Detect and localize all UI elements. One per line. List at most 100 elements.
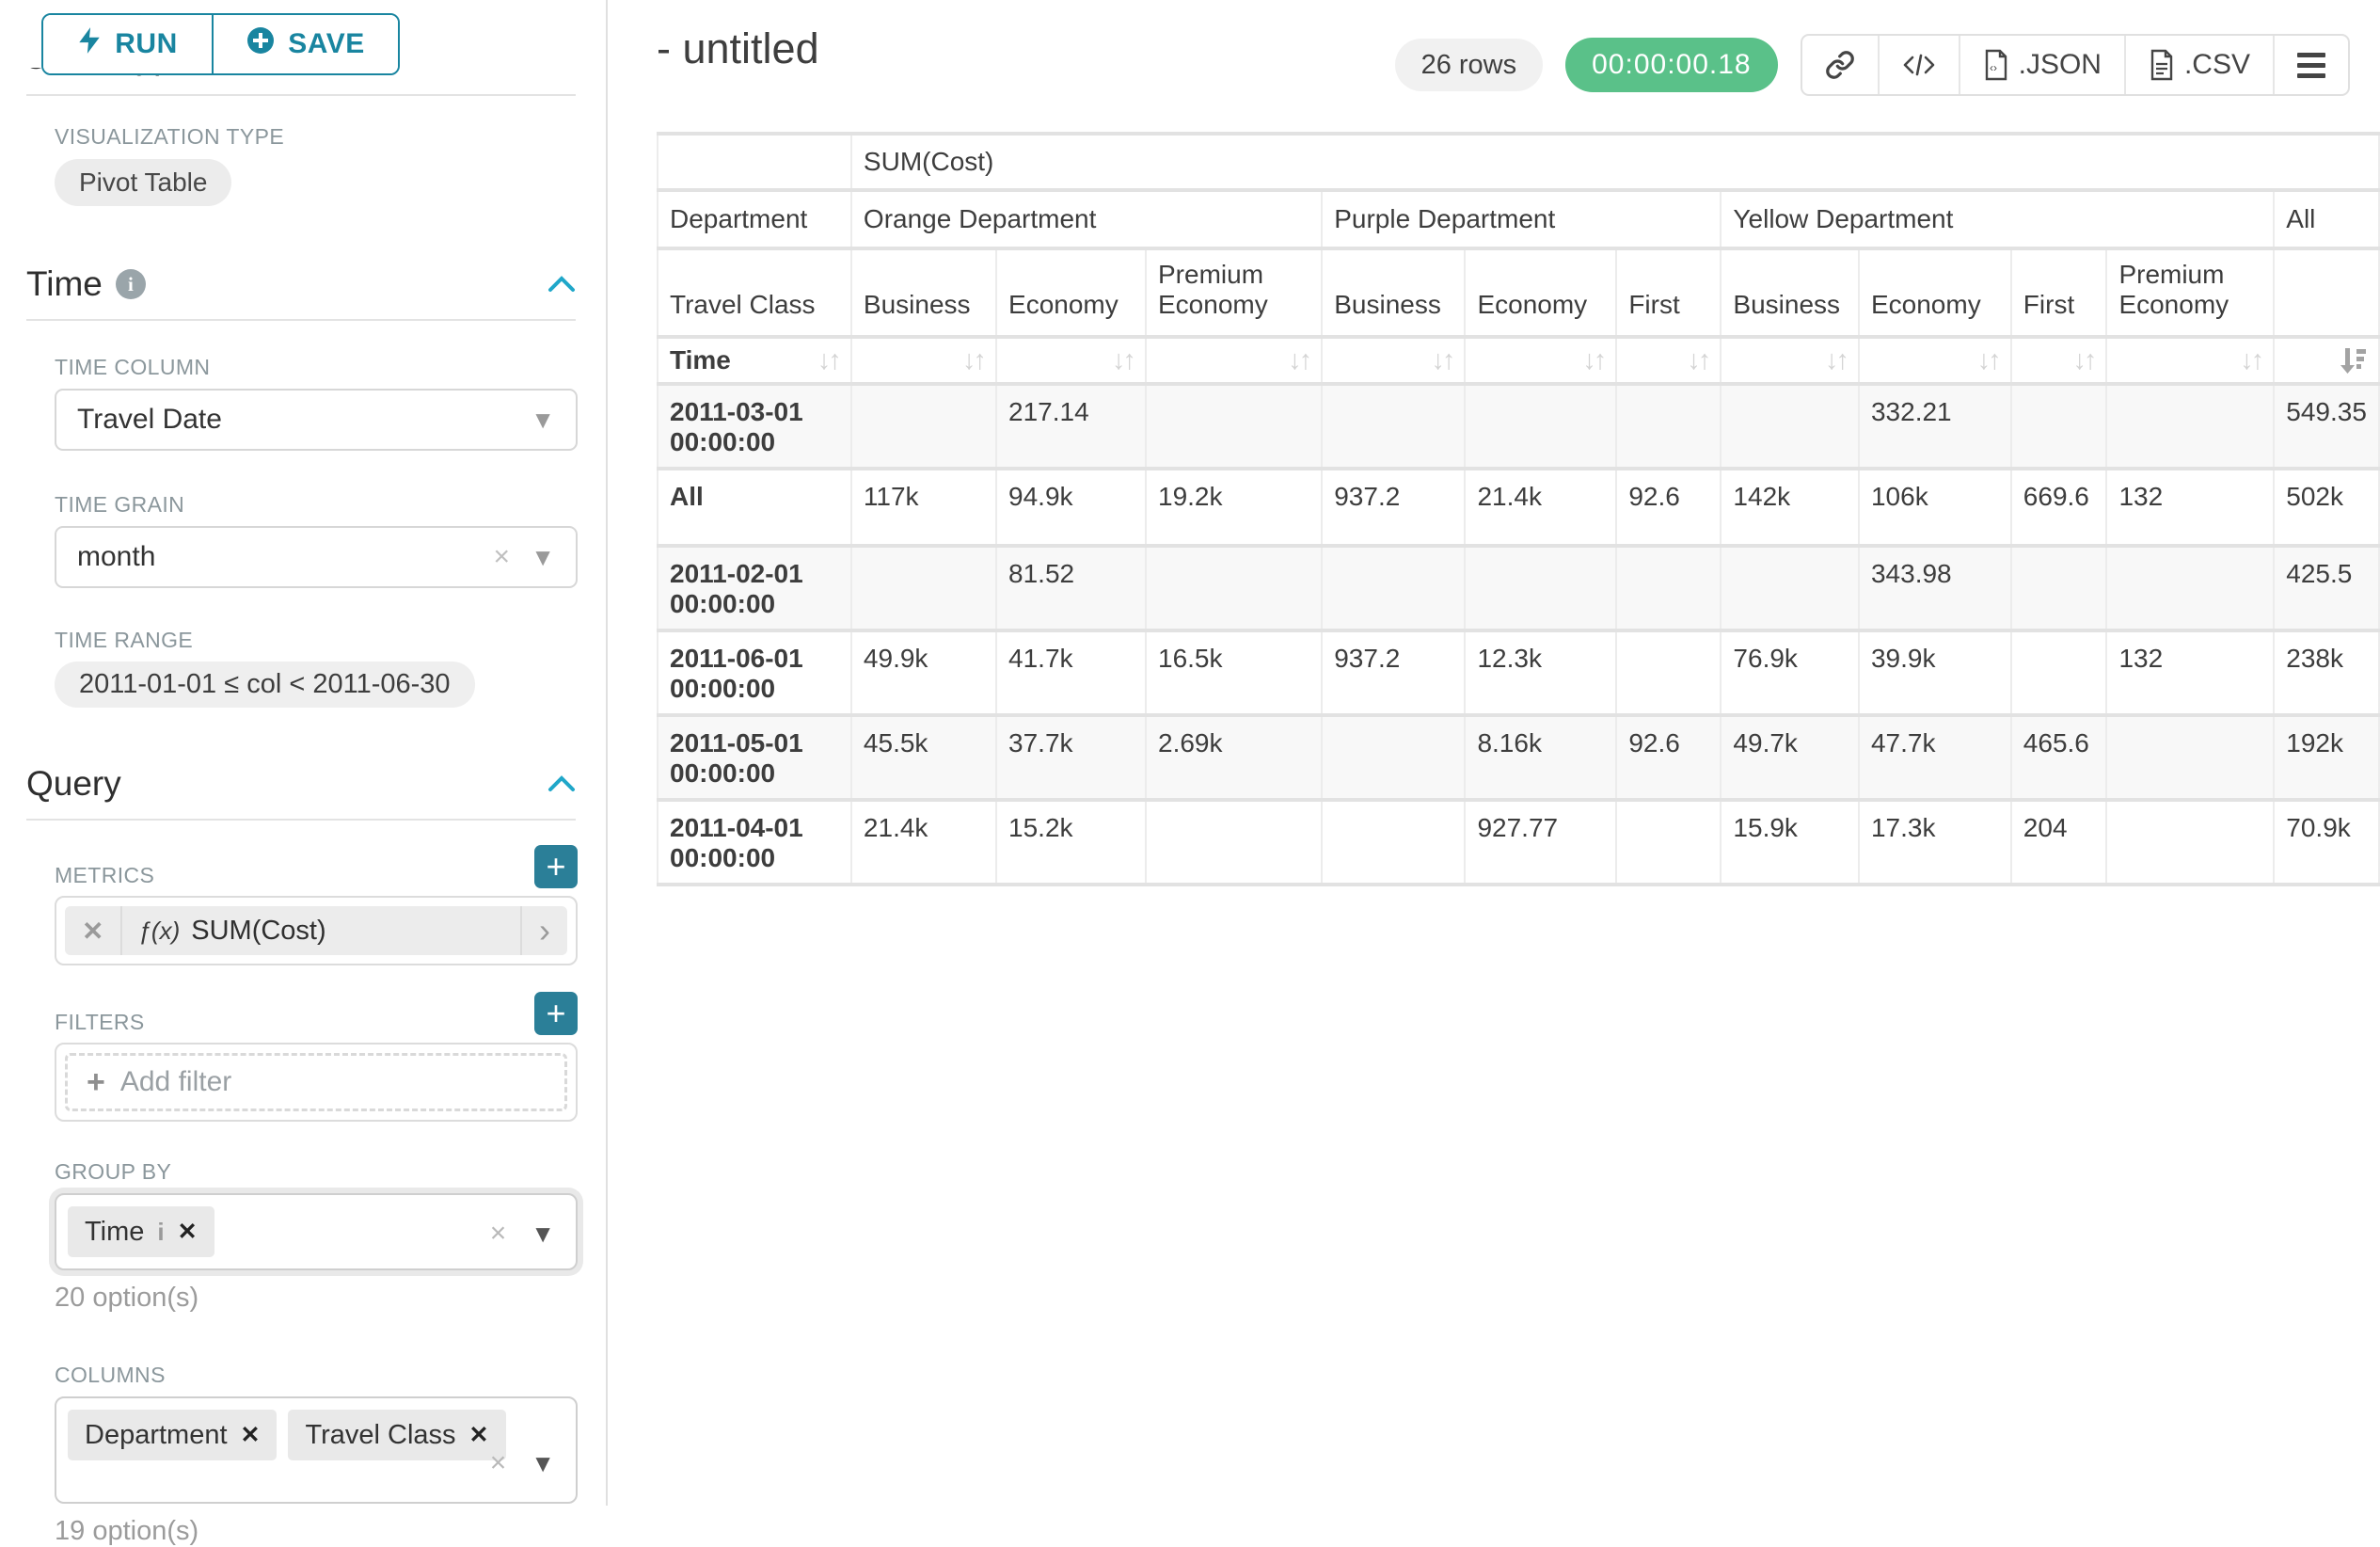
columns-tag-department[interactable]: Department ✕ bbox=[68, 1410, 278, 1460]
pivot-corner-cell bbox=[657, 132, 852, 192]
export-json-button[interactable]: ‹› .JSON bbox=[1960, 36, 2126, 94]
sort-icon[interactable]: ↓↑ bbox=[1431, 344, 1455, 375]
plus-icon: + bbox=[87, 1063, 105, 1100]
column-group-header: Orange Department bbox=[849, 188, 1324, 250]
value-cell bbox=[1720, 382, 1860, 470]
query-section-title: Query bbox=[26, 764, 121, 803]
value-cell: 217.14 bbox=[995, 382, 1147, 470]
value-cell: 117k bbox=[849, 467, 998, 548]
value-cell bbox=[2009, 629, 2108, 717]
share-link-button[interactable] bbox=[1802, 36, 1880, 94]
time-row-label: Time bbox=[670, 345, 731, 375]
col-dimension-header: Travel Class bbox=[657, 247, 852, 339]
add-filter-plus-button[interactable]: + bbox=[534, 992, 578, 1035]
sort-cell[interactable]: ↓↑ bbox=[1464, 335, 1618, 386]
value-cell: 15.9k bbox=[1720, 798, 1860, 886]
sort-cell[interactable] bbox=[2273, 335, 2380, 386]
run-button[interactable]: RUN bbox=[43, 15, 214, 73]
menu-button[interactable] bbox=[2275, 36, 2348, 94]
value-cell: 669.6 bbox=[2009, 467, 2108, 548]
chart-title[interactable]: - untitled bbox=[657, 24, 819, 72]
time-range-value[interactable]: 2011-01-01 ≤ col < 2011-06-30 bbox=[55, 662, 475, 708]
row-dimension-header: Department bbox=[657, 188, 852, 250]
time-section-header[interactable]: Time i bbox=[26, 264, 576, 304]
main-area: - untitled 26 rows 00:00:00.18 ‹› .JSON … bbox=[610, 0, 2380, 1506]
sort-icon[interactable]: ↓↑ bbox=[1687, 344, 1711, 375]
sort-icon[interactable]: ↓↑ bbox=[1582, 344, 1607, 375]
sort-cell[interactable]: ↓↑ bbox=[2105, 335, 2276, 386]
clear-icon[interactable]: × bbox=[489, 1218, 507, 1249]
sort-icon[interactable]: ↓↑ bbox=[1976, 344, 2002, 375]
clear-icon[interactable]: × bbox=[489, 1447, 507, 1478]
group-by-tag-time[interactable]: Time i ✕ bbox=[68, 1206, 214, 1257]
query-section-header[interactable]: Query bbox=[26, 764, 576, 804]
value-cell bbox=[1615, 382, 1722, 470]
sort-icon[interactable]: ↓↑ bbox=[817, 344, 842, 375]
save-button[interactable]: SAVE bbox=[214, 15, 398, 73]
time-column-select[interactable]: Travel Date ▼ bbox=[55, 389, 578, 451]
value-cell: 92.6 bbox=[1615, 713, 1722, 802]
add-filter-label: Add filter bbox=[119, 1066, 232, 1097]
value-cell: 192k bbox=[2273, 713, 2380, 802]
add-metric-button[interactable]: + bbox=[534, 845, 578, 888]
column-header: Premium Economy bbox=[2105, 247, 2276, 339]
value-cell bbox=[2105, 713, 2276, 802]
sort-icon[interactable]: ↓↑ bbox=[1824, 344, 1849, 375]
sort-cell[interactable]: ↓↑ bbox=[1144, 335, 1324, 386]
value-cell: 47.7k bbox=[1857, 713, 2012, 802]
visualization-type-value[interactable]: Pivot Table bbox=[55, 159, 232, 206]
file-text-icon bbox=[2150, 49, 2173, 81]
column-header: Business bbox=[1720, 247, 1860, 339]
sort-icon[interactable]: ↓↑ bbox=[1288, 344, 1312, 375]
export-csv-button[interactable]: .CSV bbox=[2126, 36, 2275, 94]
columns-tag-travel-class[interactable]: Travel Class ✕ bbox=[288, 1410, 506, 1460]
sort-cell[interactable]: ↓↑ bbox=[1321, 335, 1467, 386]
add-filter-button[interactable]: + Add filter bbox=[65, 1053, 567, 1111]
remove-metric-icon[interactable]: ✕ bbox=[65, 906, 123, 955]
remove-tag-icon[interactable]: ✕ bbox=[468, 1422, 489, 1448]
chevron-up-icon[interactable] bbox=[547, 774, 576, 793]
value-cell: 76.9k bbox=[1720, 629, 1860, 717]
time-grain-select[interactable]: month × ▼ bbox=[55, 526, 578, 588]
row-label-cell: 2011-06-01 00:00:00 bbox=[657, 629, 852, 717]
value-cell bbox=[1321, 798, 1467, 886]
chevron-down-icon[interactable]: ▼ bbox=[531, 1219, 555, 1248]
value-cell: 927.77 bbox=[1464, 798, 1618, 886]
metric-item[interactable]: ✕ ƒ(x) SUM(Cost) › bbox=[65, 906, 567, 955]
row-count-badge: 26 rows bbox=[1394, 39, 1544, 91]
chevron-right-icon[interactable]: › bbox=[520, 906, 567, 955]
time-sort-cell[interactable]: Time ↓↑ bbox=[657, 335, 852, 386]
sort-desc-icon[interactable] bbox=[2339, 345, 2367, 375]
metrics-container: ✕ ƒ(x) SUM(Cost) › bbox=[55, 896, 578, 965]
sort-cell[interactable]: ↓↑ bbox=[1720, 335, 1860, 386]
value-cell: 39.9k bbox=[1857, 629, 2012, 717]
sort-icon[interactable]: ↓↑ bbox=[1112, 344, 1136, 375]
column-header: Premium Economy bbox=[1144, 247, 1324, 339]
value-cell bbox=[2105, 382, 2276, 470]
sort-cell[interactable]: ↓↑ bbox=[2009, 335, 2108, 386]
remove-tag-icon[interactable]: ✕ bbox=[177, 1219, 198, 1245]
column-header: Economy bbox=[1464, 247, 1618, 339]
sort-icon[interactable]: ↓↑ bbox=[2240, 344, 2264, 375]
group-by-select[interactable]: Time i ✕ × ▼ bbox=[55, 1193, 578, 1270]
clear-icon[interactable]: × bbox=[493, 541, 510, 572]
value-cell: 45.5k bbox=[849, 713, 998, 802]
value-cell: 70.9k bbox=[2273, 798, 2380, 886]
chevron-down-icon[interactable]: ▼ bbox=[531, 1448, 555, 1477]
sort-cell[interactable]: ↓↑ bbox=[849, 335, 998, 386]
value-cell bbox=[1321, 544, 1467, 632]
group-by-options-hint: 20 option(s) bbox=[55, 1283, 199, 1313]
sort-cell[interactable]: ↓↑ bbox=[995, 335, 1147, 386]
sort-cell[interactable]: ↓↑ bbox=[1615, 335, 1722, 386]
control-panel: Chart Type RUN SAVE VISUALIZATION TYPE P… bbox=[0, 0, 608, 1546]
sort-cell[interactable]: ↓↑ bbox=[1857, 335, 2012, 386]
remove-tag-icon[interactable]: ✕ bbox=[240, 1422, 261, 1448]
columns-select[interactable]: Department ✕ Travel Class ✕ × ▼ bbox=[55, 1396, 578, 1504]
metrics-label: METRICS bbox=[55, 863, 155, 887]
sort-icon[interactable]: ↓↑ bbox=[2072, 344, 2097, 375]
value-cell bbox=[1144, 798, 1324, 886]
view-query-button[interactable] bbox=[1880, 36, 1960, 94]
value-cell bbox=[2105, 798, 2276, 886]
chevron-up-icon[interactable] bbox=[547, 275, 576, 294]
sort-icon[interactable]: ↓↑ bbox=[962, 344, 987, 375]
